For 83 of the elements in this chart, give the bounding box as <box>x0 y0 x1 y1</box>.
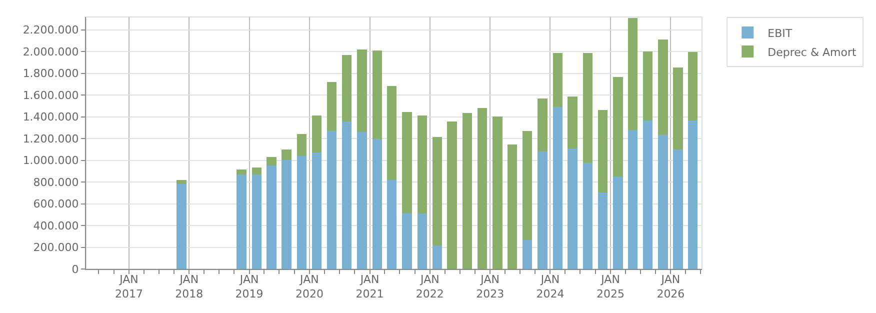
bar <box>266 157 276 166</box>
y-tick-label: 1.000.000 <box>22 154 79 168</box>
bar <box>312 116 322 152</box>
x-tick-label: JAN 2025 <box>596 273 625 300</box>
bar <box>387 86 397 180</box>
x-tick-label: JAN 2026 <box>656 273 685 300</box>
bar <box>582 162 592 269</box>
bar <box>658 40 668 135</box>
bar <box>477 108 488 269</box>
bar <box>357 132 367 269</box>
bar <box>447 121 457 269</box>
x-tick-label: JAN 2021 <box>356 273 384 300</box>
bar <box>598 110 608 193</box>
bar <box>252 174 262 269</box>
y-tick-label: 2.200.000 <box>22 24 79 37</box>
bar <box>568 148 578 269</box>
bar <box>417 116 428 214</box>
bar <box>688 120 698 269</box>
y-tick-label: 2.000.000 <box>22 45 79 58</box>
bar <box>236 174 246 269</box>
bar <box>628 18 638 130</box>
bar <box>176 184 186 269</box>
bar <box>387 180 397 269</box>
bar <box>582 53 592 163</box>
bar <box>613 77 623 176</box>
bar <box>462 112 472 269</box>
bar <box>568 96 578 148</box>
bar <box>372 138 382 269</box>
x-tick-label: JAN 2019 <box>235 273 264 300</box>
bar <box>628 130 638 269</box>
bar <box>522 131 532 240</box>
y-tick-label: 200.000 <box>33 241 79 254</box>
bar <box>402 212 412 269</box>
bar <box>357 49 367 132</box>
bar <box>266 166 276 269</box>
bar <box>673 149 683 269</box>
bar <box>642 51 653 121</box>
bar <box>492 116 502 269</box>
bar <box>312 152 322 269</box>
y-tick-label: 1.800.000 <box>22 67 79 80</box>
bar <box>522 240 532 269</box>
x-tick-label: JAN 2020 <box>295 273 324 300</box>
y-tick-label: 1.400.000 <box>22 110 79 124</box>
bar <box>252 168 262 174</box>
bar <box>552 107 562 269</box>
bar <box>282 149 292 160</box>
bar <box>402 112 412 213</box>
bar <box>673 68 683 150</box>
bar <box>372 50 382 139</box>
bar <box>552 53 562 108</box>
bar <box>507 144 518 269</box>
bar <box>326 131 337 269</box>
bar <box>296 156 307 269</box>
y-tick-label: 1.600.000 <box>22 88 79 102</box>
x-tick-label: JAN 2018 <box>175 273 204 300</box>
x-tick-label: JAN 2017 <box>115 273 144 300</box>
bar <box>296 134 307 156</box>
bar <box>432 136 442 246</box>
x-tick-label: JAN 2022 <box>416 273 444 300</box>
bar <box>326 82 337 132</box>
bar <box>598 192 608 269</box>
bar <box>236 170 246 174</box>
legend-label: EBIT <box>768 26 792 40</box>
y-tick-label: 600.000 <box>33 198 79 211</box>
x-tick-label: JAN 2023 <box>476 273 504 300</box>
bar <box>342 121 352 269</box>
legend-label: Deprec & Amort <box>768 46 858 59</box>
y-tick-label: 1.200.000 <box>22 132 79 146</box>
bar <box>417 214 428 269</box>
bar <box>688 52 698 121</box>
x-tick-label: JAN 2024 <box>536 273 564 300</box>
bar <box>658 134 668 269</box>
bar <box>282 160 292 269</box>
bar <box>538 98 548 152</box>
bar <box>613 176 623 269</box>
bar <box>176 180 186 184</box>
bar <box>342 55 352 122</box>
y-tick-label: 800.000 <box>33 176 79 189</box>
bar <box>538 151 548 269</box>
bar <box>432 246 442 269</box>
y-tick-label: 400.000 <box>33 219 79 232</box>
y-tick-label: 0 <box>72 262 79 276</box>
bar <box>642 120 653 269</box>
